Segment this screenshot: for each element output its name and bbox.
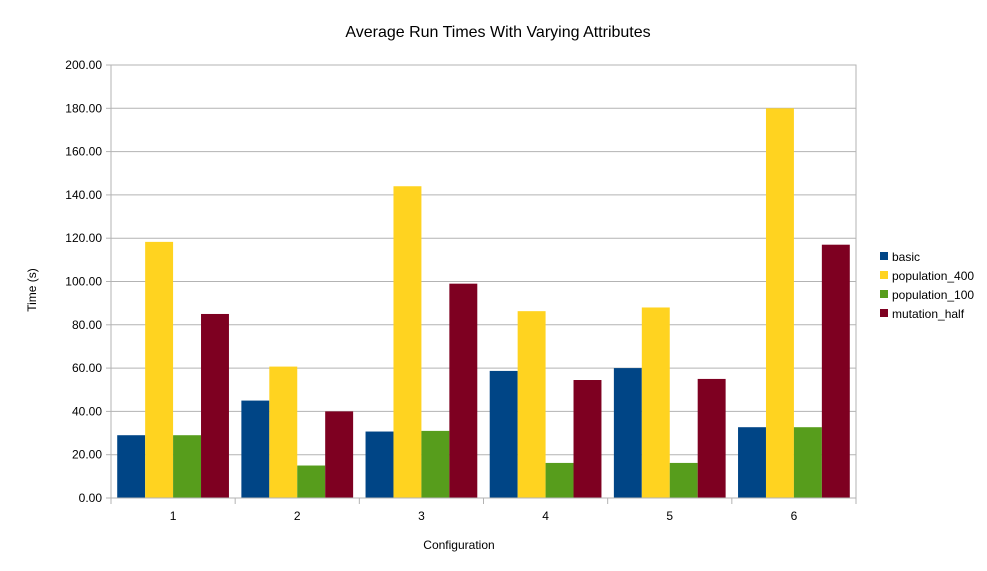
x-tick-label: 6 <box>791 509 798 523</box>
bars <box>117 108 850 499</box>
legend-label-population_400: population_400 <box>892 269 974 283</box>
bar-basic-6 <box>738 427 766 498</box>
y-tick-label: 0.00 <box>79 491 103 505</box>
bar-population_400-4 <box>517 311 546 498</box>
x-tick-label: 3 <box>418 509 425 523</box>
legend-swatch-population_400 <box>880 271 888 279</box>
bar-population_100-2 <box>297 465 326 498</box>
bar-basic-2 <box>241 400 270 498</box>
y-tick-label: 200.00 <box>65 58 102 72</box>
bar-population_400-6 <box>765 108 794 499</box>
y-tick-label: 60.00 <box>72 361 102 375</box>
bar-mutation_half-3 <box>449 283 478 498</box>
bar-mutation_half-5 <box>697 378 726 498</box>
bar-basic-3 <box>365 431 394 498</box>
y-tick-label: 100.00 <box>65 275 102 289</box>
bar-population_100-5 <box>669 462 698 498</box>
bar-population_400-3 <box>393 186 422 499</box>
y-tick-label: 160.00 <box>65 145 102 159</box>
legend-swatch-basic <box>880 252 888 260</box>
bar-population_100-1 <box>173 435 202 498</box>
bar-mutation_half-2 <box>325 411 354 498</box>
x-tick-label: 1 <box>170 509 177 523</box>
legend-label-basic: basic <box>892 250 920 264</box>
bar-mutation_half-6 <box>821 244 850 498</box>
bar-population_400-1 <box>145 241 174 498</box>
x-tick-label: 4 <box>542 509 549 523</box>
chart-title: Average Run Times With Varying Attribute… <box>345 24 650 41</box>
legend-label-mutation_half: mutation_half <box>892 307 965 321</box>
x-tick-label: 5 <box>666 509 673 523</box>
bar-mutation_half-1 <box>201 313 229 498</box>
legend-label-population_100: population_100 <box>892 288 974 302</box>
bar-population_100-3 <box>421 430 450 498</box>
legend-swatch-mutation_half <box>880 309 888 317</box>
y-tick-label: 120.00 <box>65 231 102 245</box>
bar-population_100-4 <box>545 462 574 498</box>
bar-population_400-5 <box>641 307 670 498</box>
legend: basic population_400 population_100mutatio… <box>880 250 974 321</box>
x-axis-ticks: 1 2 3 4 5 6 <box>110 498 857 523</box>
y-axis-label: Time (s) <box>25 268 39 312</box>
bar-population_100-6 <box>793 427 822 498</box>
y-tick-label: 40.00 <box>72 404 102 418</box>
legend-swatch-population_100 <box>880 290 888 298</box>
bar-basic-5 <box>613 368 642 498</box>
y-axis-ticks: 0.00 20.00 40.00 60.00 80.00 100.00 120.00 140.… <box>65 58 111 505</box>
y-tick-label: 20.00 <box>72 448 102 462</box>
y-tick-label: 180.00 <box>65 101 102 115</box>
x-tick-label: 2 <box>294 509 301 523</box>
bar-basic-1 <box>117 435 146 498</box>
bar-population_400-2 <box>269 366 298 498</box>
y-tick-label: 140.00 <box>65 188 102 202</box>
x-axis-label: Configuration <box>423 538 494 552</box>
y-tick-label: 80.00 <box>72 318 102 332</box>
bar-basic-4 <box>489 370 518 498</box>
bar-mutation_half-4 <box>573 380 602 498</box>
